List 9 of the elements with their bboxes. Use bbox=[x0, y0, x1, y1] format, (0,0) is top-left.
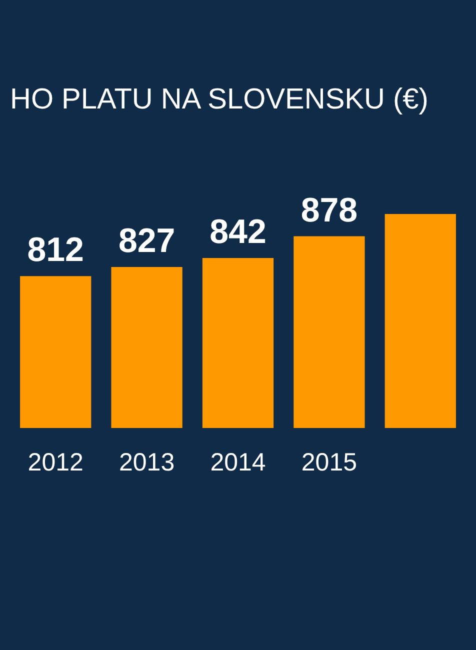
data-label: 827 bbox=[118, 222, 176, 260]
data-label: 812 bbox=[27, 231, 84, 270]
x-tick-label: 2013 bbox=[118, 448, 175, 476]
x-tick-label: 2014 bbox=[210, 448, 266, 476]
chart-title: HO PLATU NA SLOVENSKU (€) bbox=[10, 83, 428, 116]
x-tick-label: 2012 bbox=[28, 448, 84, 476]
data-label: 878 bbox=[300, 191, 358, 230]
data-label: 842 bbox=[210, 213, 266, 252]
x-tick-label: 2015 bbox=[301, 448, 358, 476]
